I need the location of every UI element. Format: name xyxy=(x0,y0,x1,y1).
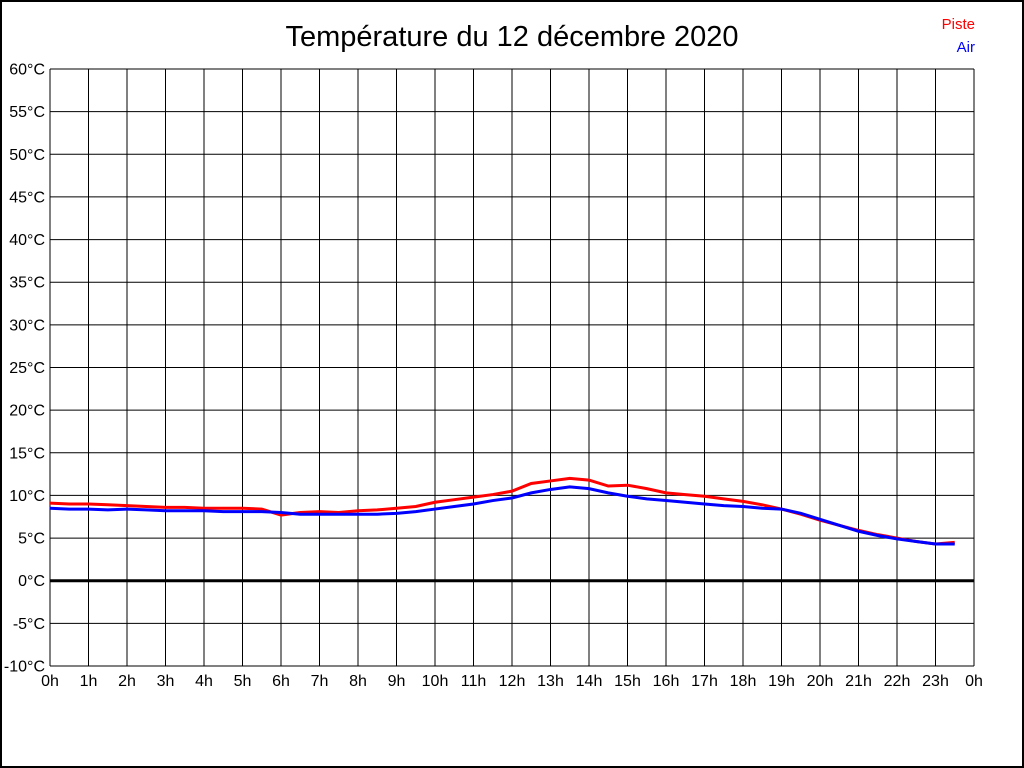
y-tick-label: 35°C xyxy=(9,275,45,292)
x-tick-label: 10h xyxy=(422,673,449,690)
series-line-air xyxy=(49,485,955,546)
x-tick-label: 11h xyxy=(461,673,487,690)
chart-title: Température du 12 décembre 2020 xyxy=(285,21,739,53)
x-tick-label: 0h xyxy=(965,673,983,690)
y-tick-label: 50°C xyxy=(9,147,45,164)
x-tick-label: 13h xyxy=(537,673,564,690)
x-tick-label: 19h xyxy=(768,673,795,690)
y-tick-label: 5°C xyxy=(18,531,45,548)
x-tick-label: 17h xyxy=(691,673,718,690)
x-tick-label: 7h xyxy=(311,673,329,690)
x-tick-label: 20h xyxy=(807,673,834,690)
x-tick-label: 0h xyxy=(41,673,59,690)
x-tick-label: 8h xyxy=(349,673,367,690)
y-tick-label: 45°C xyxy=(9,189,45,206)
y-tick-label: 55°C xyxy=(9,104,45,121)
x-tick-label: 4h xyxy=(195,673,213,690)
x-tick-label: 15h xyxy=(614,673,641,690)
y-tick-label: 60°C xyxy=(9,62,45,79)
y-tick-label: 25°C xyxy=(9,360,45,377)
y-tick-label: -5°C xyxy=(13,616,45,633)
x-tick-label: 9h xyxy=(388,673,406,690)
x-tick-label: 22h xyxy=(884,673,911,690)
x-tick-label: 14h xyxy=(576,673,603,690)
y-tick-label: -10°C xyxy=(4,659,45,676)
x-tick-label: 6h xyxy=(272,673,290,690)
y-tick-label: 40°C xyxy=(9,232,45,249)
x-tick-label: 18h xyxy=(730,673,757,690)
y-tick-label: 20°C xyxy=(9,403,45,420)
x-tick-label: 21h xyxy=(845,673,872,690)
x-tick-label: 3h xyxy=(157,673,175,690)
legend-item-air: Air xyxy=(956,39,975,56)
x-tick-label: 12h xyxy=(499,673,526,690)
y-tick-label: 10°C xyxy=(9,488,45,505)
y-tick-label: 15°C xyxy=(9,445,45,462)
x-tick-label: 2h xyxy=(118,673,136,690)
legend-item-piste: Piste xyxy=(941,16,975,33)
y-tick-label: 30°C xyxy=(9,317,45,334)
x-tick-label: 16h xyxy=(653,673,680,690)
x-tick-label: 5h xyxy=(234,673,252,690)
chart-legend: Piste Air xyxy=(942,13,975,59)
x-tick-label: 23h xyxy=(922,673,949,690)
y-tick-label: 0°C xyxy=(18,573,45,590)
x-tick-label: 1h xyxy=(80,673,98,690)
